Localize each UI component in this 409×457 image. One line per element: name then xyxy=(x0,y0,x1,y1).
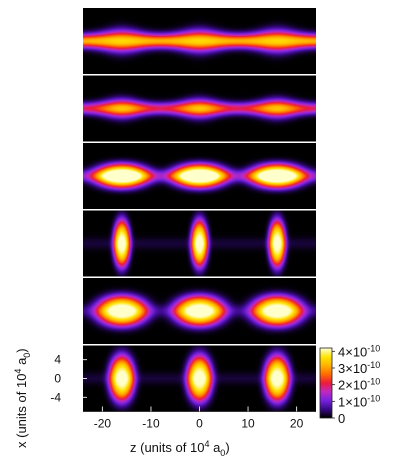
colorbar-tick-label: 2×10-10 xyxy=(338,377,380,393)
heatmap-panel-5 xyxy=(83,278,316,344)
colorbar: 4×10-103×10-102×10-101×10-10 0 xyxy=(319,343,380,426)
x-tick-label: -10 xyxy=(142,417,160,431)
x-tick-label: 20 xyxy=(290,417,304,431)
x-tick-label: -20 xyxy=(94,417,112,431)
colorbar-tick-label: 3×10-10 xyxy=(338,360,380,376)
x-tick-label: 0 xyxy=(196,417,203,431)
colorbar-tick-label: 0 xyxy=(338,411,345,426)
y-tick-label: 4 xyxy=(54,353,61,367)
y-tick-label: 0 xyxy=(54,372,61,386)
x-axis: -20 -10 0 10 20 xyxy=(83,406,316,431)
colorbar-frame xyxy=(319,347,333,419)
y-tick-label: -4 xyxy=(50,390,61,404)
x-tick-label: 10 xyxy=(241,417,255,431)
colorbar-tick-label: 4×10-10 xyxy=(338,343,380,359)
colorbar-tick-label: 1×10-10 xyxy=(338,393,380,409)
colorbar-gradient xyxy=(320,348,332,418)
heatmap-panel-1 xyxy=(83,8,316,74)
heatmap-panel-4 xyxy=(83,210,316,277)
heatmap-panels xyxy=(83,8,316,412)
heatmap-panel-2 xyxy=(83,75,316,142)
x-axis-label: z (units of 104 a0) xyxy=(130,439,230,457)
heatmap-panel-3 xyxy=(83,143,316,209)
heatmap-panel-6 xyxy=(83,345,316,412)
y-axis-label: x (units of 104 a0) xyxy=(13,348,32,448)
y-axis: 4 0 -4 xyxy=(50,353,87,404)
